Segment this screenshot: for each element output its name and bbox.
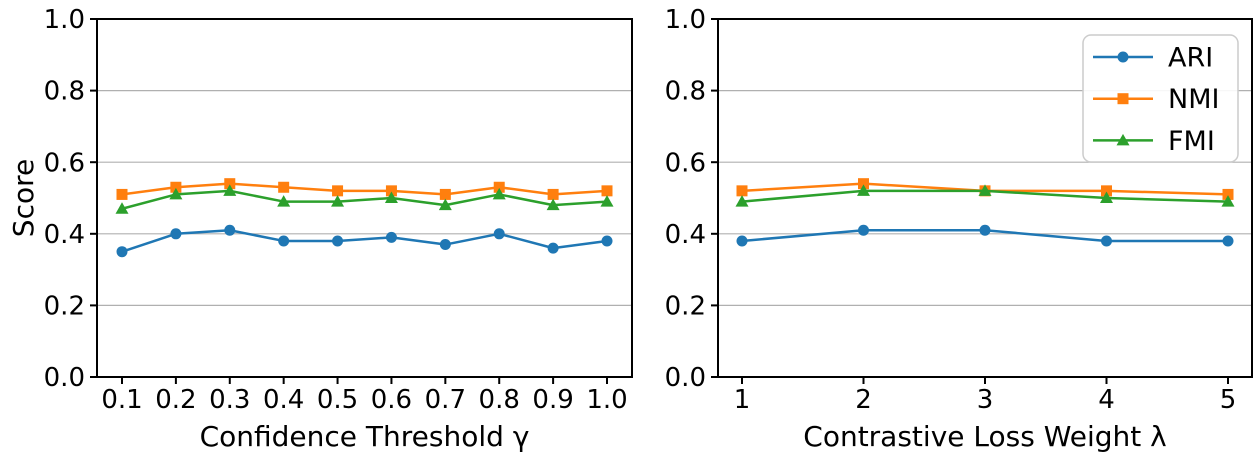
ari-marker: [385, 231, 397, 243]
legend-item: ARI: [1093, 42, 1213, 73]
legend-label: NMI: [1168, 84, 1219, 115]
series-ari: [116, 224, 613, 258]
x-axis-label: Confidence Threshold γ: [200, 420, 530, 453]
nmi-marker: [1222, 188, 1234, 200]
ari-marker: [858, 224, 869, 236]
x-tick-label: 0.6: [371, 385, 412, 415]
y-tick-label: 0.0: [44, 363, 85, 393]
x-tick-label: 0.5: [317, 385, 358, 415]
ari-line: [120, 228, 609, 253]
x-tick-label: 0.4: [263, 385, 304, 415]
x-tick-label: 3: [977, 385, 994, 415]
x-tick-label: 0.2: [155, 385, 196, 415]
y-tick-label: 1.0: [44, 5, 85, 35]
fmi-marker: [277, 195, 291, 207]
fmi-line: [120, 189, 609, 210]
fmi-marker: [115, 202, 129, 214]
x-tick-label: 0.8: [479, 385, 520, 415]
ari-marker: [493, 228, 505, 240]
x-tick-label: 5: [1220, 385, 1237, 415]
ari-marker: [979, 224, 991, 236]
fmi-marker: [492, 187, 506, 200]
y-tick-label: 0.4: [44, 220, 85, 250]
y-tick-label: 0.8: [44, 77, 85, 107]
y-tick-label: 0.8: [665, 77, 706, 107]
y-tick-label: 1.0: [665, 5, 706, 35]
y-tick-label: 0.2: [665, 292, 706, 322]
y-tick-label: 0.6: [44, 148, 85, 178]
legend-label: FMI: [1168, 126, 1215, 157]
nmi-marker: [601, 185, 613, 197]
fmi-marker: [438, 198, 452, 211]
fmi-marker: [223, 184, 237, 196]
ari-marker: [1222, 235, 1234, 247]
fmi-marker: [546, 198, 560, 211]
x-tick-label: 2: [855, 385, 872, 415]
nmi-marker: [116, 188, 128, 200]
x-axis-label: Contrastive Loss Weight λ: [803, 420, 1166, 453]
ari-marker: [332, 235, 344, 247]
nmi-marker: [385, 185, 397, 197]
axes-frame: [96, 18, 633, 378]
y-tick-label: 0.6: [665, 148, 706, 178]
fmi-marker: [1100, 191, 1113, 203]
y-tick-label: 0.0: [665, 363, 706, 393]
ari-marker: [224, 224, 236, 236]
ari-marker: [601, 235, 613, 247]
series-nmi: [116, 178, 613, 200]
y-tick-label: 0.4: [665, 220, 706, 250]
nmi-marker: [439, 188, 451, 200]
x-tick-label: 1: [734, 385, 751, 415]
ari-marker: [736, 235, 748, 247]
series-ari: [736, 224, 1234, 247]
legend-fmi-marker: [1116, 133, 1130, 146]
nmi-marker: [547, 188, 559, 200]
fmi-marker: [169, 187, 183, 200]
fmi-marker: [978, 184, 992, 196]
fmi-marker: [331, 195, 345, 207]
x-tick-label: 0.9: [532, 385, 573, 415]
legend-box: [1082, 34, 1239, 163]
right-chart: 0.0 0.2 0.4 0.6 0.8 1.0 1 2 3 4 5 Contrastive Loss …: [665, 5, 1253, 453]
legend: ARI NMI FMI: [1082, 34, 1239, 163]
series-fmi: [735, 184, 1235, 207]
y-axis-label: Score: [7, 159, 40, 237]
nmi-line: [120, 182, 609, 196]
x-tick-label: 0.3: [209, 385, 250, 415]
ari-marker: [116, 246, 128, 258]
nmi-marker: [1101, 185, 1112, 197]
ari-marker: [1101, 235, 1112, 247]
fmi-marker: [1221, 195, 1235, 207]
y-tick-label: 0.2: [44, 292, 85, 322]
nmi-marker: [332, 185, 344, 197]
ari-marker: [439, 239, 451, 251]
nmi-marker: [224, 178, 236, 190]
x-tick-label: 0.1: [101, 385, 142, 415]
ari-marker: [170, 228, 182, 240]
fmi-marker: [735, 195, 749, 207]
fmi-marker: [600, 195, 614, 207]
legend-item: FMI: [1093, 126, 1215, 157]
fmi-marker: [384, 191, 398, 203]
series-fmi: [115, 184, 614, 214]
nmi-marker: [736, 185, 748, 197]
x-tick-label: 0.7: [425, 385, 466, 415]
x-tick-label: 1.0: [586, 385, 627, 415]
legend-item: NMI: [1093, 84, 1219, 115]
left-chart: 0.0 0.2 0.4 0.6 0.8 1.0 0.1 0.2 0.3 0.4 0.5 0.6 0.7 0…: [7, 5, 633, 453]
ari-marker: [547, 242, 559, 254]
x-tick-label: 4: [1098, 385, 1115, 415]
legend-ari-marker: [1117, 51, 1129, 63]
fmi-marker: [857, 184, 870, 196]
nmi-marker: [278, 181, 290, 193]
ari-marker: [278, 235, 290, 247]
nmi-marker: [493, 181, 505, 193]
legend-nmi-marker: [1117, 93, 1129, 105]
legend-label: ARI: [1168, 42, 1213, 73]
nmi-marker: [170, 181, 182, 193]
nmi-marker: [858, 178, 869, 190]
